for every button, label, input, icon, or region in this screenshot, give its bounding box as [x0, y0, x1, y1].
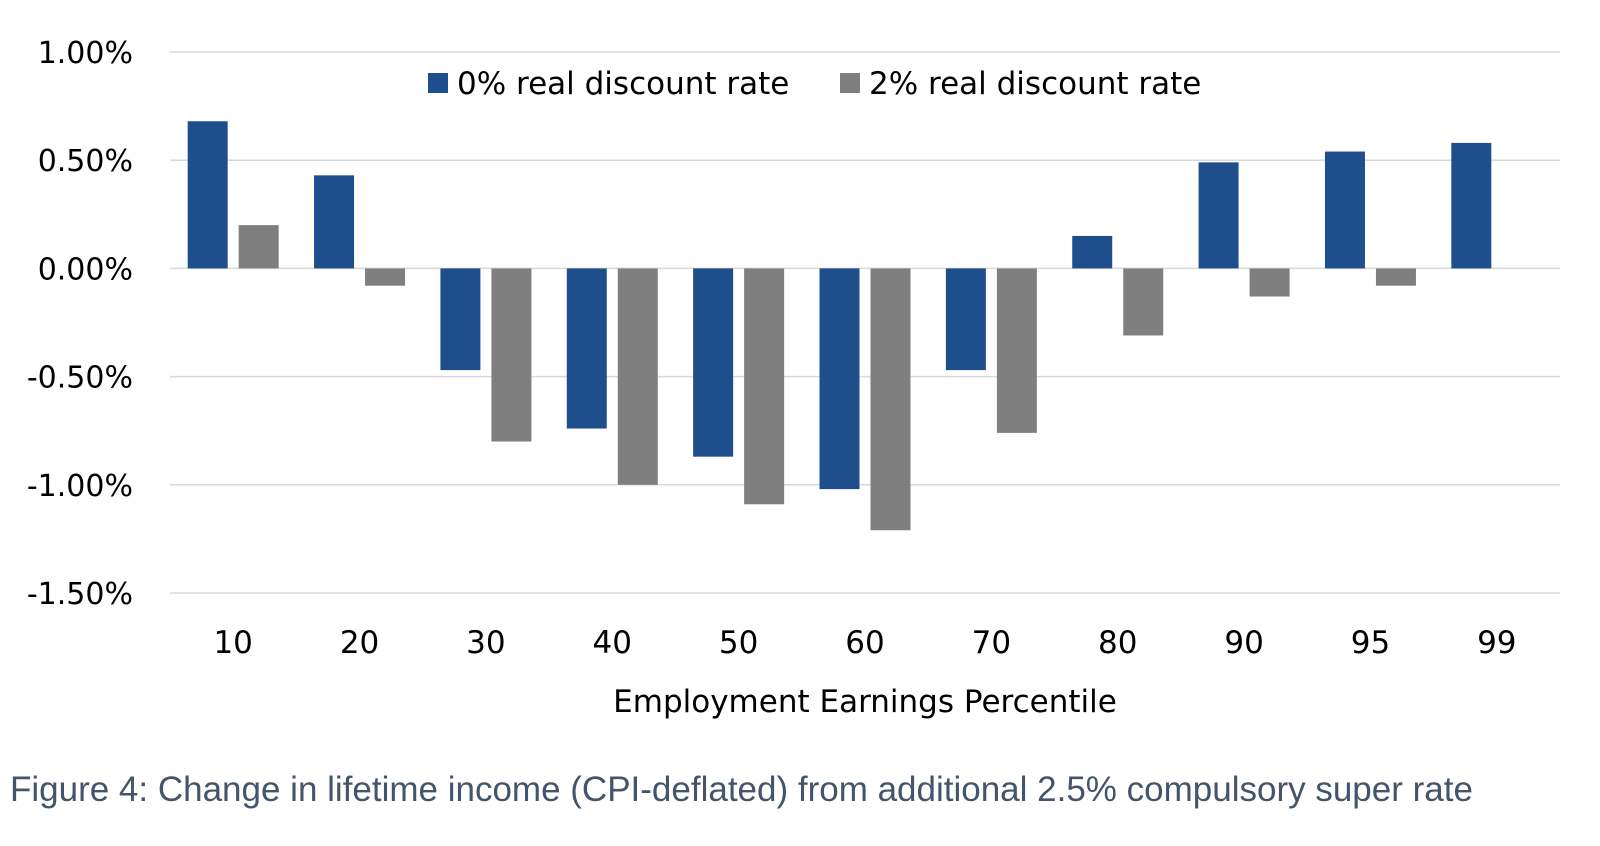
y-tick-label: -1.50%: [27, 577, 133, 612]
bar-series-0-40: [566, 268, 607, 429]
x-axis-title: Employment Earnings Percentile: [613, 684, 1117, 720]
x-tick-label: 60: [845, 625, 884, 661]
bar-series-1-10: [238, 225, 279, 269]
y-axis-ticks: 1.00% 0.50% 0.00% -0.50% -1.00% -1.50%: [27, 36, 133, 612]
bar-chart-svg: 1.00% 0.50% 0.00% -0.50% -1.00% -1.50% 10 20 30…: [27, 36, 1560, 720]
bar-series-0-30: [440, 268, 481, 371]
bar-series-1-30: [491, 268, 532, 442]
legend-item-series-0: 0% real discount rate: [428, 66, 789, 102]
gridlines: [170, 51, 1560, 594]
bar-series-1-80: [1123, 268, 1164, 336]
legend-label-0: 0% real discount rate: [457, 66, 789, 102]
x-tick-label: 90: [1224, 625, 1263, 661]
y-tick-label: 1.00%: [38, 36, 133, 71]
x-tick-label: 80: [1098, 625, 1137, 661]
legend: 0% real discount rate 2% real discount r…: [428, 66, 1201, 102]
y-tick-label: 0.50%: [38, 144, 133, 179]
bar-series-1-95: [1375, 268, 1416, 286]
x-tick-label: 40: [593, 625, 632, 661]
x-tick-label: 20: [340, 625, 379, 661]
x-axis-ticks: 10 20 30 40 50 60 70 80 90 95 99: [213, 625, 1516, 661]
bar-series-0-90: [1198, 162, 1239, 269]
bar-series-0-95: [1324, 151, 1365, 269]
bar-series-0-60: [819, 268, 860, 490]
y-tick-label: 0.00%: [38, 252, 133, 287]
legend-swatch-1: [840, 73, 860, 93]
chart: 1.00% 0.50% 0.00% -0.50% -1.00% -1.50% 10 20 30…: [27, 36, 1560, 720]
bar-series-1-70: [996, 268, 1037, 433]
x-tick-label: 50: [719, 625, 758, 661]
x-tick-label: 10: [213, 625, 252, 661]
y-tick-label: -1.00%: [27, 469, 133, 504]
bar-series-1-40: [617, 268, 658, 485]
bar-series-0-99: [1451, 142, 1492, 269]
legend-swatch-0: [428, 73, 448, 93]
x-tick-label: 70: [972, 625, 1011, 661]
bar-series-0-70: [945, 268, 986, 371]
bar-series-0-10: [187, 121, 228, 269]
bar-series-1-20: [365, 268, 406, 286]
bar-series-1-90: [1249, 268, 1290, 297]
x-tick-label: 99: [1477, 625, 1516, 661]
bar-series-1-60: [870, 268, 911, 531]
x-tick-label: 95: [1351, 625, 1390, 661]
figure-caption: Figure 4: Change in lifetime income (CPI…: [10, 770, 1473, 809]
bar-series-0-50: [693, 268, 734, 457]
bars: [187, 121, 1492, 531]
y-tick-label: -0.50%: [27, 361, 133, 396]
bar-series-1-50: [744, 268, 785, 505]
bar-series-0-80: [1072, 235, 1113, 269]
legend-label-1: 2% real discount rate: [869, 66, 1201, 102]
x-tick-label: 30: [466, 625, 505, 661]
bar-series-0-20: [314, 175, 355, 269]
legend-item-series-1: 2% real discount rate: [840, 66, 1201, 102]
